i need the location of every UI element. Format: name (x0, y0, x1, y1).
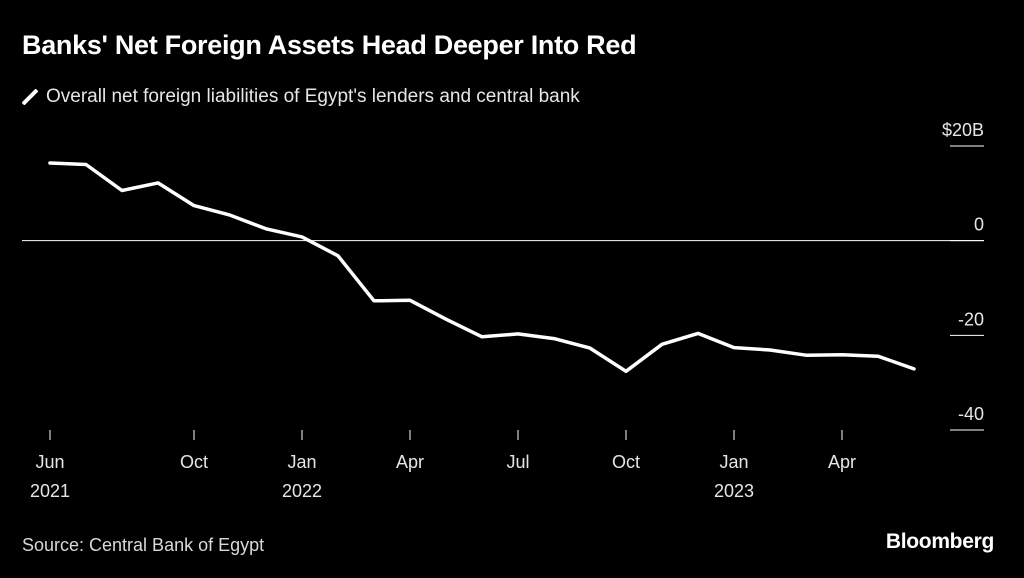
x-tick-label-year: 2023 (714, 481, 754, 501)
y-axis: $20B 0 -20 -40 (942, 120, 984, 431)
x-tick-label-month: Jun (35, 452, 64, 472)
series-layer (48, 161, 916, 374)
chart-title: Banks' Net Foreign Assets Head Deeper In… (22, 30, 637, 60)
x-tick-label-month: Apr (828, 452, 856, 472)
y-tick-label: -20 (958, 309, 984, 329)
legend: Overall net foreign liabilities of Egypt… (21, 86, 580, 108)
x-tick-label-month: Jul (506, 452, 529, 472)
y-tick-label: -40 (958, 404, 984, 424)
x-tick-label-month: Oct (612, 452, 640, 472)
x-axis: Jun 2021 Oct Jan 2022 Apr Jul Oct Jan 2023 Apr (30, 430, 856, 501)
y-tick-label: $20B (942, 120, 984, 140)
x-tick-label-year: 2021 (30, 481, 70, 501)
x-tick-label-month: Apr (396, 452, 424, 472)
y-tick-label: 0 (974, 215, 984, 235)
series-line (48, 161, 916, 374)
legend-label: Overall net foreign liabilities of Egypt… (46, 86, 580, 107)
x-tick-label-month: Jan (719, 452, 748, 472)
source-note: Source: Central Bank of Egypt (22, 535, 265, 555)
x-tick-label-year: 2022 (282, 481, 322, 501)
x-tick-label-month: Jan (287, 452, 316, 472)
x-tick-label-month: Oct (180, 452, 208, 472)
bloomberg-logo: Bloomberg (885, 530, 994, 553)
